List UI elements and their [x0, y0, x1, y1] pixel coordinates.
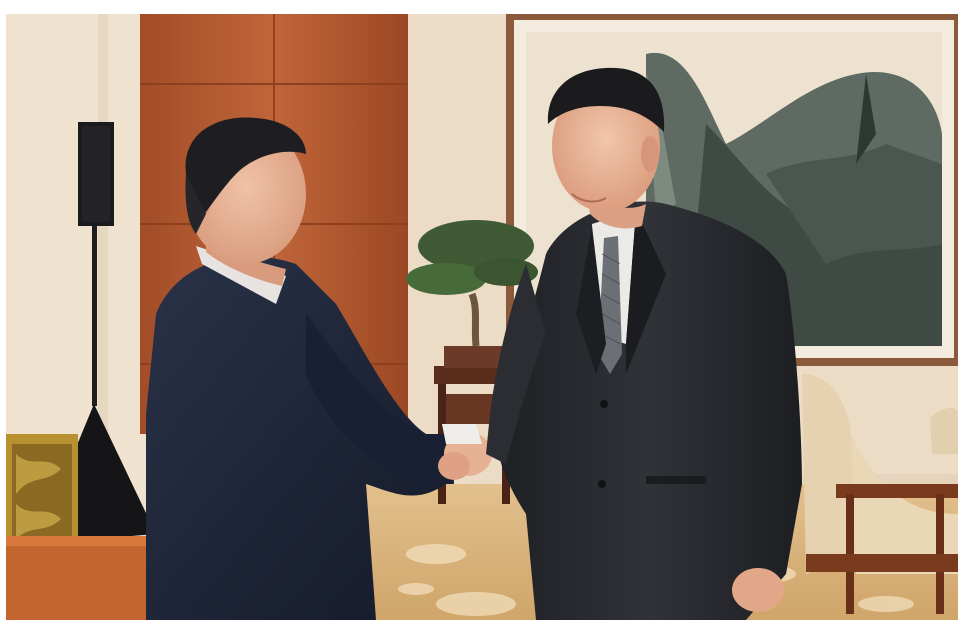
bonsai [406, 220, 538, 504]
armchair [802, 374, 958, 614]
man-right [486, 67, 802, 620]
gold-cabinet [6, 434, 78, 554]
scene [6, 14, 958, 620]
sofa [6, 536, 156, 620]
man-left [146, 117, 454, 620]
photo [6, 14, 958, 620]
handshake [438, 424, 492, 480]
